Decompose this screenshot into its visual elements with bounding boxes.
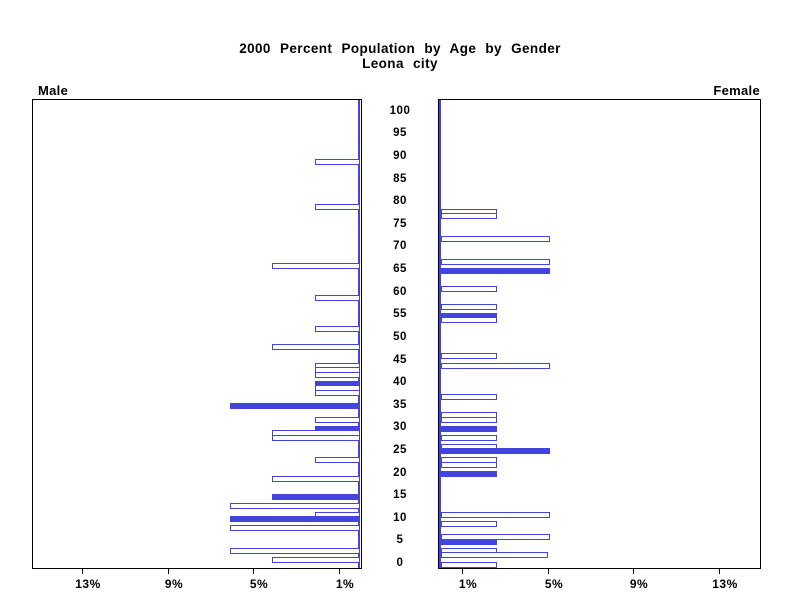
male-percent-tick-label-5: 5% xyxy=(249,577,269,591)
age-tick-label-45: 45 xyxy=(393,353,407,366)
bar-female-age-77 xyxy=(441,213,497,219)
bar-male-age-32 xyxy=(315,417,360,423)
bar-female-age-61 xyxy=(441,286,497,292)
age-tick-label-90: 90 xyxy=(393,150,407,163)
female-percent-tick-9 xyxy=(633,569,634,574)
bar-male-age-28 xyxy=(272,435,360,441)
bar-female-age-11 xyxy=(441,512,550,518)
age-tick-label-75: 75 xyxy=(393,217,407,230)
female-percent-tick-label-13: 13% xyxy=(712,577,738,591)
bar-male-age-19 xyxy=(272,476,360,482)
bar-male-age-10 xyxy=(230,516,360,522)
age-tick-label-95: 95 xyxy=(393,127,407,140)
female-plot-area xyxy=(438,99,761,569)
bar-male-age-23 xyxy=(315,457,360,463)
bar-female-age-2 xyxy=(441,552,548,558)
age-tick-label-50: 50 xyxy=(393,330,407,343)
age-tick-label-40: 40 xyxy=(393,376,407,389)
age-tick-label-80: 80 xyxy=(393,195,407,208)
bar-male-age-52 xyxy=(315,326,360,332)
age-tick-label-25: 25 xyxy=(393,443,407,456)
chart-subtitle: Leona city xyxy=(362,56,438,71)
female-percent-zero-axis xyxy=(439,100,441,568)
bar-female-age-72 xyxy=(441,236,550,242)
bar-female-age-30 xyxy=(441,426,497,432)
female-percent-tick-5 xyxy=(548,569,549,574)
bar-female-age-28 xyxy=(441,435,497,441)
bar-male-age-15 xyxy=(272,494,360,500)
bar-male-age-48 xyxy=(272,344,360,350)
bar-female-age-20 xyxy=(441,471,497,477)
age-tick-label-60: 60 xyxy=(393,285,407,298)
age-tick-label-65: 65 xyxy=(393,263,407,276)
bar-male-age-38 xyxy=(315,390,360,396)
age-tick-label-5: 5 xyxy=(396,534,404,547)
age-tick-label-85: 85 xyxy=(393,172,407,185)
bar-male-age-42 xyxy=(315,372,360,378)
male-percent-tick-9 xyxy=(168,569,169,574)
age-tick-label-55: 55 xyxy=(393,308,407,321)
male-percent-tick-1 xyxy=(339,569,340,574)
male-panel-label: Male xyxy=(38,83,69,98)
male-percent-tick-label-13: 13% xyxy=(75,577,101,591)
bar-female-age-54 xyxy=(441,317,497,323)
age-tick-label-35: 35 xyxy=(393,398,407,411)
bar-male-age-8 xyxy=(230,525,360,531)
bar-female-age-57 xyxy=(441,304,497,310)
bar-female-age-65 xyxy=(441,268,550,274)
bar-male-age-79 xyxy=(315,204,360,210)
bar-female-age-9 xyxy=(441,521,497,527)
male-plot-area xyxy=(32,99,362,569)
bar-female-age-32 xyxy=(441,417,497,423)
chart-title: 2000 Percent Population by Age by Gender xyxy=(239,41,561,56)
male-percent-zero-axis xyxy=(358,100,360,568)
age-tick-label-15: 15 xyxy=(393,489,407,502)
bar-male-age-89 xyxy=(315,159,360,165)
age-tick-label-30: 30 xyxy=(393,421,407,434)
age-tick-label-70: 70 xyxy=(393,240,407,253)
bar-female-age-22 xyxy=(441,462,497,468)
bar-female-age-25 xyxy=(441,448,550,454)
female-percent-tick-label-9: 9% xyxy=(629,577,649,591)
bar-female-age-37 xyxy=(441,394,497,400)
bar-male-age-35 xyxy=(230,403,360,409)
male-percent-tick-5 xyxy=(253,569,254,574)
age-tick-label-100: 100 xyxy=(389,104,411,117)
age-tick-label-20: 20 xyxy=(393,466,407,479)
bar-female-age-0 xyxy=(441,562,497,568)
bar-female-age-67 xyxy=(441,259,550,265)
male-percent-tick-13 xyxy=(82,569,83,574)
bar-male-age-59 xyxy=(315,295,360,301)
bar-male-age-66 xyxy=(272,263,360,269)
female-percent-tick-13 xyxy=(719,569,720,574)
age-tick-label-0: 0 xyxy=(396,557,404,569)
bar-male-age-1 xyxy=(272,557,360,563)
male-percent-tick-label-1: 1% xyxy=(335,577,355,591)
bar-male-age-13 xyxy=(230,503,360,509)
female-percent-tick-label-1: 1% xyxy=(458,577,478,591)
bar-female-age-5 xyxy=(441,539,497,545)
bar-male-age-3 xyxy=(230,548,360,554)
female-percent-tick-1 xyxy=(462,569,463,574)
bar-female-age-44 xyxy=(441,363,550,369)
female-percent-tick-label-5: 5% xyxy=(544,577,564,591)
bar-female-age-46 xyxy=(441,353,497,359)
male-percent-tick-label-9: 9% xyxy=(164,577,184,591)
age-tick-label-10: 10 xyxy=(393,511,407,524)
female-panel-label: Female xyxy=(713,83,760,98)
